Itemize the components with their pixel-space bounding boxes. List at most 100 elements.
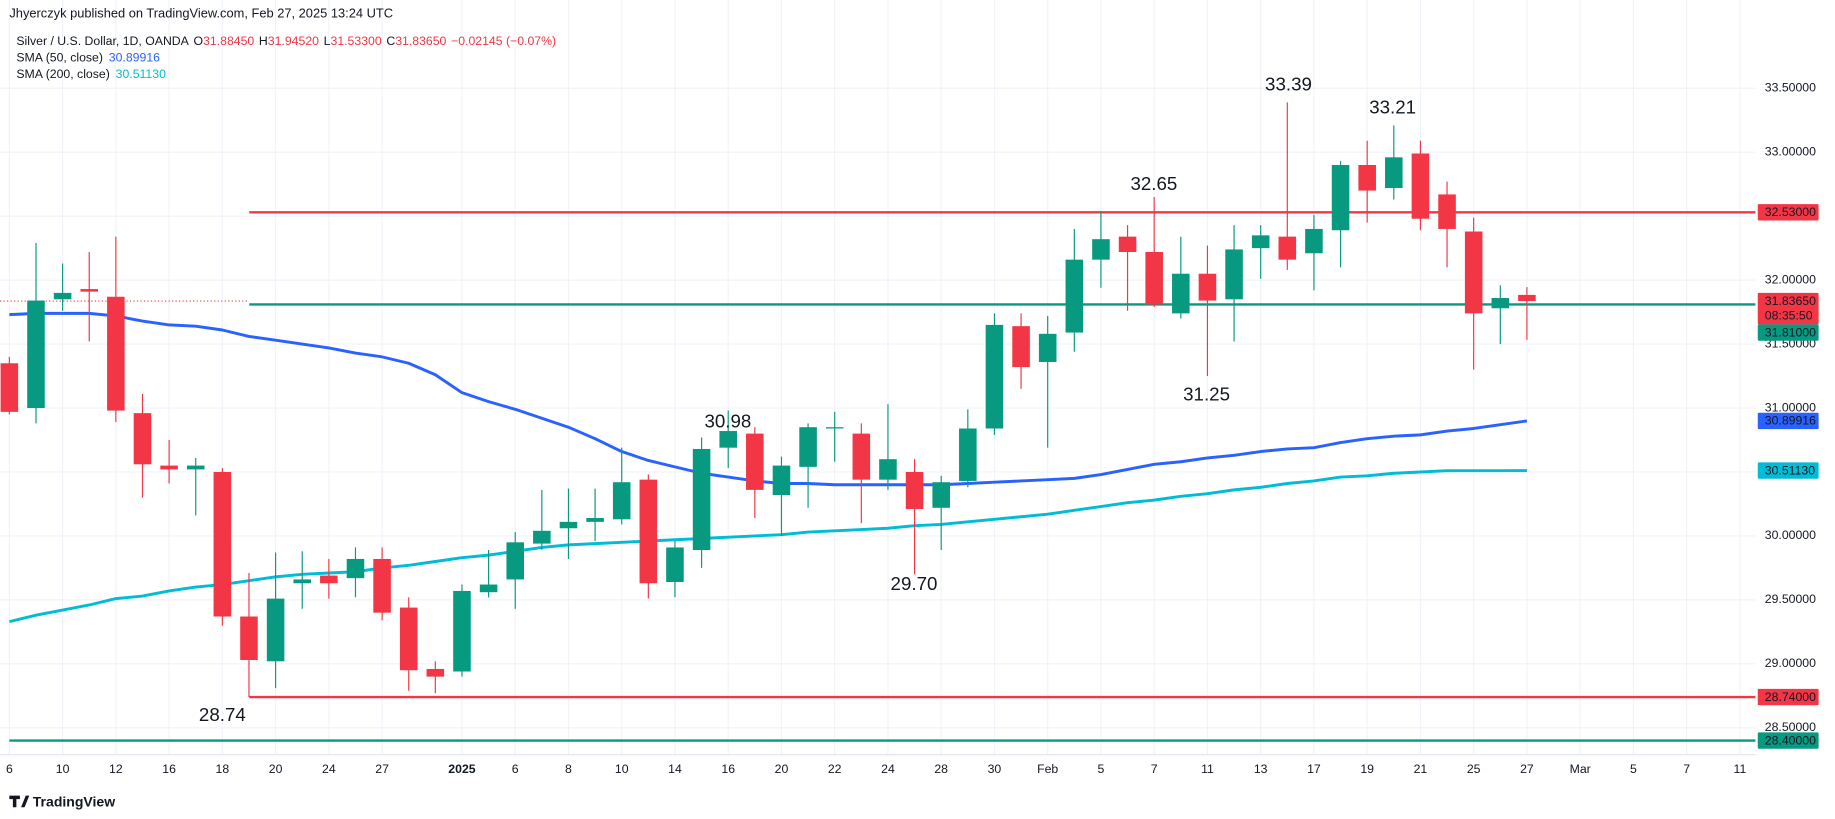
candle-body — [27, 300, 45, 409]
x-tick-label: 27 — [1520, 762, 1534, 776]
x-tick-label: 16 — [162, 762, 176, 776]
candle-body — [959, 428, 977, 481]
y-tick-label: 33.00000 — [1765, 144, 1816, 158]
x-tick-label: 21 — [1414, 762, 1428, 776]
candle-body — [1118, 236, 1137, 252]
x-tick-label: 28 — [934, 762, 948, 776]
level-badge: 28.40000 — [1765, 733, 1816, 747]
price-annotation: 33.21 — [1369, 97, 1416, 118]
x-tick-label: 13 — [1254, 762, 1268, 776]
candle-body — [1305, 228, 1323, 254]
candle-body — [692, 448, 711, 550]
level-badge-bg — [1757, 204, 1819, 221]
candle-body — [932, 482, 950, 508]
candle-body — [985, 324, 1004, 429]
sma-line — [9, 311, 1528, 487]
symbol-legend: Silver / U.S. Dollar, 1D, OANDA O31.88450… — [16, 34, 556, 48]
x-tick-label: 27 — [375, 762, 389, 776]
x-tick-label: 11 — [1734, 762, 1747, 776]
byline: Jhyerczyk published on TradingView.com, … — [9, 5, 393, 20]
y-tick-label: 30.00000 — [1765, 528, 1816, 542]
candle-body — [879, 459, 897, 480]
candle-body — [240, 616, 258, 660]
candle-body — [160, 465, 178, 470]
ohlc-key: C — [386, 34, 395, 48]
sma-value: 30.89916 — [109, 51, 160, 65]
candle-body — [1331, 164, 1350, 231]
candle-body — [1411, 153, 1430, 219]
candle-body — [1092, 239, 1110, 260]
x-tick-label: 5 — [1630, 762, 1637, 776]
candle-body — [719, 431, 737, 448]
sma-legend: SMA (200, close) 30.51130 — [16, 67, 166, 81]
ohlc-key: L — [324, 34, 331, 48]
x-tick-label: 25 — [1467, 762, 1481, 776]
x-tick-label: 6 — [512, 762, 519, 776]
candle-body — [426, 668, 445, 677]
candle-body — [1385, 157, 1403, 189]
x-tick-label: Feb — [1037, 762, 1058, 776]
candle-body — [1172, 273, 1190, 314]
y-tick-label: 32.00000 — [1765, 272, 1816, 286]
candle-body — [586, 518, 604, 522]
candle-body — [1438, 194, 1456, 229]
x-tick-label: 5 — [1098, 762, 1105, 776]
level-badge-bg — [1757, 324, 1819, 341]
candle-body — [666, 547, 684, 582]
y-tick-label: 29.00000 — [1765, 656, 1816, 670]
ohlc-value: 31.88450 — [203, 34, 254, 48]
price-annotation: 31.25 — [1183, 383, 1230, 404]
x-tick-label: 2025 — [448, 762, 475, 776]
x-tick-label: 20 — [269, 762, 283, 776]
x-tick-label: 17 — [1307, 762, 1321, 776]
x-tick-label: 14 — [668, 762, 682, 776]
candle-body — [1278, 236, 1297, 260]
brand-logo — [9, 795, 30, 808]
sma-line — [9, 469, 1527, 624]
x-tick-label: 8 — [565, 762, 572, 776]
x-tick-label: 7 — [1683, 762, 1690, 776]
candle-body — [53, 292, 72, 300]
candle-body — [1251, 235, 1270, 249]
candle-body — [506, 542, 524, 580]
sma-name: SMA (50, close) — [16, 51, 103, 65]
y-tick-label: 28.50000 — [1765, 720, 1816, 734]
level-badge: 28.74000 — [1765, 690, 1816, 704]
candle-body — [639, 479, 658, 584]
candle-body — [373, 558, 391, 613]
sma-badge-bg — [1757, 462, 1819, 479]
candle-body — [852, 433, 871, 480]
x-tick-label: 18 — [216, 762, 230, 776]
candle-body — [346, 558, 365, 579]
x-tick-label: 16 — [721, 762, 735, 776]
sma-legend: SMA (50, close) 30.89916 — [16, 51, 160, 65]
ohlc-value: 31.53300 — [330, 34, 381, 48]
price-annotation: 28.74 — [199, 704, 246, 725]
x-tick-label: 24 — [322, 762, 336, 776]
candle-body — [1065, 259, 1084, 333]
candle-body — [479, 584, 498, 593]
y-tick-label: 29.50000 — [1765, 592, 1816, 606]
candle-body — [1145, 251, 1163, 305]
x-tick-label: 10 — [615, 762, 629, 776]
candle-body — [1012, 326, 1030, 368]
candle-body — [293, 579, 312, 584]
change: −0.02145 (−0.07%) — [451, 34, 556, 48]
candle-body — [1358, 164, 1376, 191]
ohlc-value: 31.94520 — [268, 34, 319, 48]
ohlc-value: 31.83650 — [395, 34, 446, 48]
level-badge-bg — [1757, 732, 1819, 749]
countdown: 08:35:50 — [1765, 308, 1813, 322]
y-tick-label: 31.00000 — [1765, 400, 1816, 414]
candle-body — [133, 413, 152, 465]
price-annotation: 32.65 — [1130, 173, 1177, 194]
sma-value: 30.51130 — [116, 67, 166, 81]
candle-body — [533, 530, 551, 544]
last-price-badge: 31.83650 — [1765, 294, 1816, 308]
price-annotation: 29.70 — [891, 573, 938, 594]
ohlc-key: O — [194, 34, 204, 48]
candle-body — [1038, 333, 1057, 362]
x-tick-label: Mar — [1570, 762, 1591, 776]
